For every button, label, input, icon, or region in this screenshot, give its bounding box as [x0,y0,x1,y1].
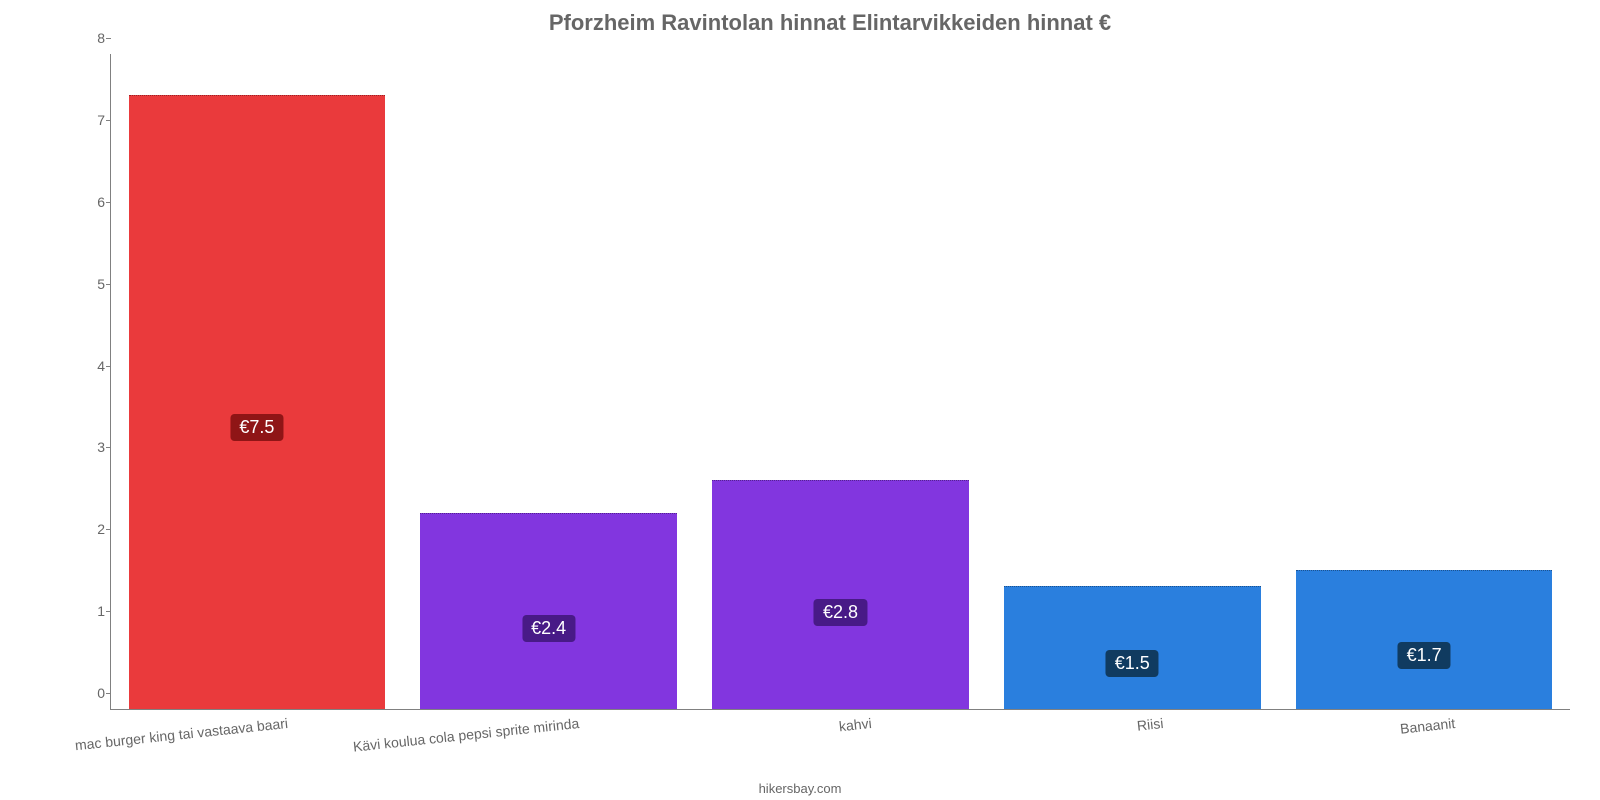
y-tick: 6 [71,194,105,210]
value-label: €7.5 [230,414,283,441]
y-tick: 3 [71,439,105,455]
bar: €1.7 [1296,570,1553,709]
y-tick: 0 [71,685,105,701]
value-label: €1.5 [1106,650,1159,677]
y-tick: 7 [71,112,105,128]
bar: €2.4 [420,513,677,710]
plot-area: 012345678€7.5mac burger king tai vastaav… [110,54,1570,710]
x-label: Kävi koulua cola pepsi sprite mirinda [353,715,581,755]
y-tick: 4 [71,358,105,374]
attribution-text: hikersbay.com [759,781,842,796]
bar: €7.5 [129,95,386,709]
x-label: mac burger king tai vastaava baari [74,715,289,753]
value-label: €1.7 [1398,642,1451,669]
bar: €1.5 [1004,586,1261,709]
bar: €2.8 [712,480,969,709]
y-tick: 8 [71,30,105,46]
chart-title: Pforzheim Ravintolan hinnat Elintarvikke… [80,10,1580,36]
y-tick: 5 [71,276,105,292]
y-tick: 2 [71,521,105,537]
x-label: Banaanit [1399,715,1456,737]
x-label: kahvi [838,715,872,734]
price-bar-chart: Pforzheim Ravintolan hinnat Elintarvikke… [80,10,1580,770]
value-label: €2.4 [522,615,575,642]
x-label: Riisi [1136,715,1164,734]
y-tick: 1 [71,603,105,619]
value-label: €2.8 [814,599,867,626]
